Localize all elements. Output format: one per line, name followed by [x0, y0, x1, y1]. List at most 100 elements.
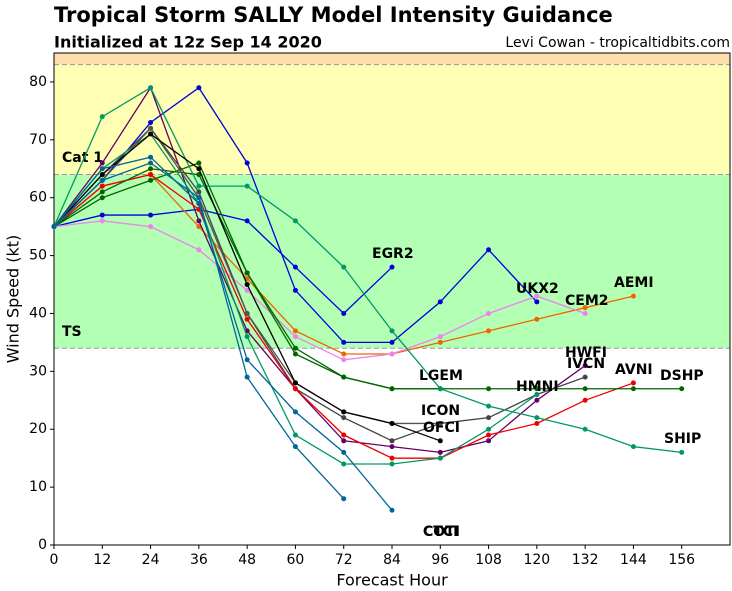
point [99, 166, 105, 172]
point [99, 183, 105, 189]
point [292, 380, 298, 386]
point [486, 438, 492, 444]
point [486, 328, 492, 334]
point [196, 195, 202, 201]
point [486, 386, 492, 392]
point [582, 397, 588, 403]
x-tick-label: 108 [475, 552, 502, 568]
x-tick-label: 120 [523, 552, 550, 568]
x-tick-label: 84 [383, 552, 401, 568]
point [534, 293, 540, 299]
series-line [53, 156, 393, 511]
point [389, 264, 395, 270]
x-axis-label: Forecast Hour [336, 571, 448, 590]
point [389, 507, 395, 513]
point [341, 438, 347, 444]
point [99, 160, 105, 166]
point [534, 386, 540, 392]
point [582, 363, 588, 369]
series-label: SHIP [664, 431, 701, 447]
point [148, 212, 154, 218]
point [292, 409, 298, 415]
point [148, 177, 154, 183]
point [99, 189, 105, 195]
point [244, 374, 250, 380]
y-tick-label: 10 [29, 479, 47, 495]
series-line [53, 86, 586, 454]
series-label: EGR2 [372, 246, 414, 262]
point [148, 172, 154, 178]
point [486, 403, 492, 409]
series-label: OFCI [423, 420, 460, 436]
point [486, 432, 492, 438]
point [244, 357, 250, 363]
point [437, 386, 443, 392]
point [486, 426, 492, 432]
point [148, 85, 154, 91]
point [582, 386, 588, 392]
point [99, 177, 105, 183]
x-tick-label: 156 [668, 552, 695, 568]
series-label: HWFI [565, 345, 607, 361]
point [534, 420, 540, 426]
x-tick-label: 132 [572, 552, 599, 568]
point [486, 310, 492, 316]
point [389, 461, 395, 467]
y-tick-label: 60 [29, 190, 47, 206]
point [630, 380, 636, 386]
series-label: HMNI [516, 379, 559, 395]
x-tick-label: 36 [190, 552, 208, 568]
point [51, 224, 57, 230]
x-tick-label: 48 [238, 552, 256, 568]
point [486, 247, 492, 253]
point [148, 224, 154, 230]
series-label: AEMI [614, 275, 654, 291]
point [292, 328, 298, 334]
series-line [53, 86, 682, 454]
x-tick-label: 12 [93, 552, 111, 568]
series-label: IVCN [567, 356, 605, 372]
point [389, 339, 395, 345]
point [148, 154, 154, 160]
point [679, 386, 685, 392]
series-label: AVNI [615, 362, 653, 378]
y-tick-label: 80 [29, 74, 47, 90]
point [196, 166, 202, 172]
point [292, 345, 298, 351]
point [244, 270, 250, 276]
subtitle: Initialized at 12z Sep 14 2020 [54, 33, 322, 52]
point [341, 449, 347, 455]
series-label: LGEM [419, 368, 463, 384]
point [196, 160, 202, 166]
point [437, 420, 443, 426]
point [292, 386, 298, 392]
point [582, 305, 588, 311]
point [630, 386, 636, 392]
point [341, 339, 347, 345]
y-tick-label: 0 [38, 537, 47, 553]
y-tick-label: 70 [29, 132, 47, 148]
point [244, 287, 250, 293]
x-tick-label: 72 [335, 552, 353, 568]
point [99, 218, 105, 224]
point [341, 432, 347, 438]
point [292, 351, 298, 357]
point [99, 195, 105, 201]
point [341, 496, 347, 502]
point [292, 218, 298, 224]
point [292, 334, 298, 340]
point [437, 339, 443, 345]
point [292, 432, 298, 438]
point [389, 351, 395, 357]
point [244, 316, 250, 322]
y-axis-label: Wind Speed (kt) [4, 235, 23, 364]
point [341, 310, 347, 316]
band [54, 174, 730, 349]
point [389, 444, 395, 450]
point [582, 426, 588, 432]
point [148, 125, 154, 131]
point [437, 455, 443, 461]
point [630, 444, 636, 450]
point [196, 85, 202, 91]
